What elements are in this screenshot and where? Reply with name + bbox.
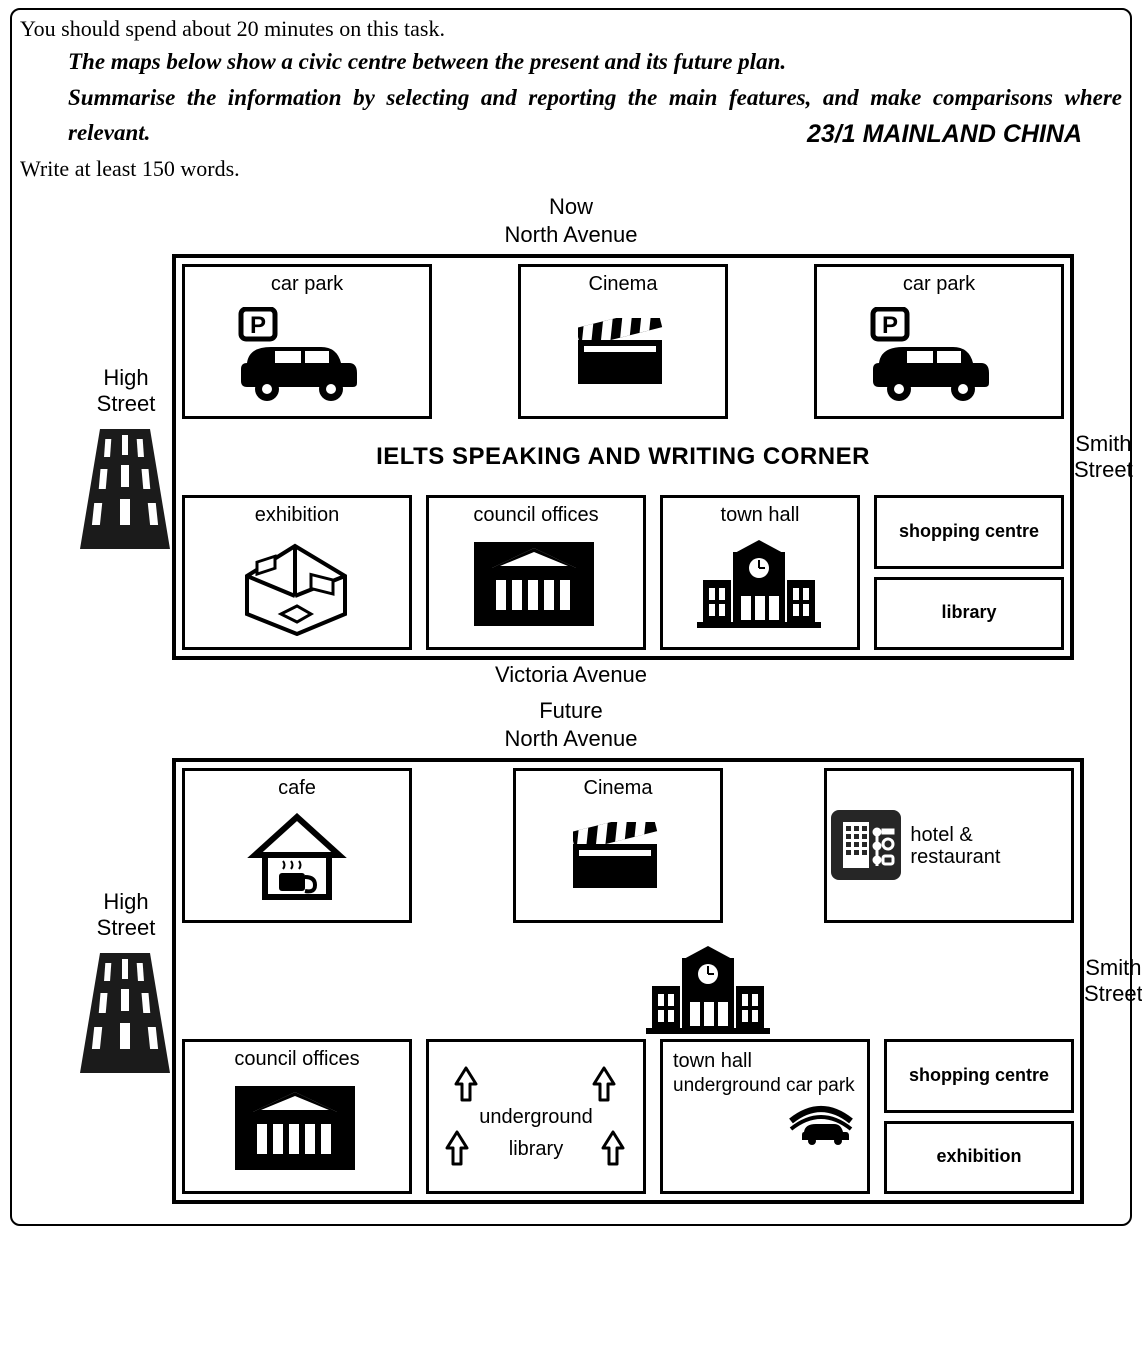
exam-reference: 23/1 MAINLAND CHINA [807,115,1082,154]
instruction-time: You should spend about 20 minutes on thi… [20,14,1122,44]
garage-car-icon [787,1101,857,1149]
cafe-label: cafe [278,777,316,799]
council-label: council offices [473,504,598,526]
hotel-icon [831,810,902,882]
future-cafe: cafe [182,768,412,923]
future-exhibition: exhibition [884,1121,1074,1195]
future-cinema: Cinema [513,768,723,923]
victoria-avenue-label: Victoria Avenue [80,662,1062,688]
exhibition-icon [245,536,349,636]
now-library: library [874,577,1064,651]
cinema-label: Cinema [589,273,658,295]
road-icon [80,429,172,549]
uparrow-icon [445,1130,471,1168]
cafe-icon [247,813,347,905]
townhall-label: town hall [673,1050,752,1072]
smith-street-label-1: Smith Street [1074,431,1133,484]
council-icon [474,542,598,630]
high-street-label-1: High Street [80,365,172,418]
now-shopping: shopping centre [874,495,1064,569]
townhall-icon [697,540,823,632]
road-icon [80,953,172,1073]
future-block: cafe Cinema hotel & restaurant [172,758,1084,1204]
future-hotel: hotel & restaurant [824,768,1074,923]
car-parking-icon [869,307,1009,403]
now-cinema: Cinema [518,264,728,419]
north-avenue-label-1: North Avenue [80,222,1062,248]
carpark-label: car park [903,273,975,295]
townhall-icon [646,946,776,1042]
map-future: Future North Avenue High Street cafe Cin… [20,698,1122,1204]
west-side-now: High Street [80,254,172,660]
west-side-future: High Street [80,758,172,1204]
now-exhibition: exhibition [182,495,412,650]
future-underground-library: underground library [426,1039,646,1194]
cinema-label: Cinema [584,777,653,799]
hotel-label: hotel & restaurant [910,824,1067,868]
high-street-label-2: High Street [80,889,172,942]
now-council: council offices [426,495,646,650]
uparrow-icon [601,1130,627,1168]
underground-carpark-label: underground car park [673,1076,855,1097]
instruction-summarise: Summarise the information by selecting a… [20,80,1122,151]
exhibition-label: exhibition [255,504,340,526]
underground-label: underground [479,1106,592,1128]
carpark-label: car park [271,273,343,295]
east-side-now: Smith Street [1074,254,1133,660]
future-shopping: shopping centre [884,1039,1074,1113]
future-council: council offices [182,1039,412,1194]
east-side-future: Smith Street [1084,758,1142,1204]
instruction-task: The maps below show a civic centre betwe… [20,44,1122,80]
townhall-label: town hall [721,504,800,526]
future-townhall-carpark: town hall underground car park [660,1039,870,1194]
now-carpark-right: car park [814,264,1064,419]
future-east-stack: shopping centre exhibition [884,1039,1074,1194]
smith-street-label-2: Smith Street [1084,955,1142,1008]
instruction-words: Write at least 150 words. [20,154,1122,184]
now-townhall: town hall [660,495,860,650]
now-east-stack: shopping centre library [874,495,1064,650]
map-future-title: Future [80,698,1062,724]
library-label: library [509,1138,563,1160]
council-label: council offices [234,1048,359,1070]
cinema-icon [578,318,668,392]
uparrow-icon [454,1066,480,1104]
uparrow-icon [592,1066,618,1104]
map-now-title: Now [80,194,1062,220]
cinema-icon [573,822,663,896]
future-townhall-centre [646,946,776,1047]
council-icon [235,1086,359,1174]
watermark-text: IELTS SPEAKING AND WRITING CORNER [376,443,870,471]
now-carpark-left: car park [182,264,432,419]
north-avenue-label-2: North Avenue [80,726,1062,752]
page-container: You should spend about 20 minutes on thi… [10,8,1132,1226]
car-parking-icon [237,307,377,403]
map-now: Now North Avenue High Street car park Ci… [20,194,1122,688]
now-block: car park Cinema car park IELTS [172,254,1074,660]
